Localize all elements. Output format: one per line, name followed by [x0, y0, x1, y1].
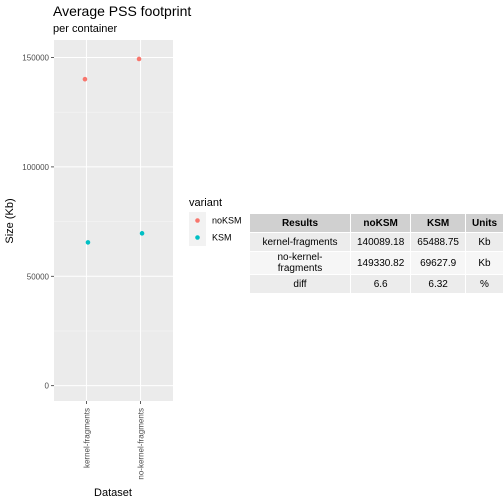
- grid-lines: [54, 40, 173, 401]
- legend-key-point: [195, 218, 200, 223]
- table-cell: 65488.75: [411, 233, 465, 251]
- plot-panel: [54, 40, 173, 401]
- x-tick-label: kernel-fragments: [82, 408, 91, 468]
- x-axis-title: Dataset: [94, 487, 132, 499]
- data-point-KSM: [85, 240, 91, 245]
- table-cell: 6.32: [411, 275, 465, 293]
- table-cell: 149330.82: [351, 252, 411, 274]
- chart-subtitle: per container: [53, 23, 118, 35]
- y-tick-label: 150000: [22, 54, 49, 63]
- y-tick-label: 50000: [27, 272, 50, 281]
- table-cell: Kb: [466, 233, 503, 251]
- table-cell: no-kernel-fragments: [250, 252, 350, 274]
- table-cell: kernel-fragments: [250, 233, 350, 251]
- chart-title: Average PSS footprint: [53, 3, 191, 19]
- table-cell: 140089.18: [351, 233, 411, 251]
- table-body: kernel-fragments 140089.18 65488.75 Kb no-ke…: [250, 233, 503, 293]
- table-cell: 6.6: [351, 275, 411, 293]
- x-tick-label: no-kernel-fragments: [137, 408, 146, 480]
- table-cell: Kb: [466, 252, 503, 274]
- legend-label: KSM: [212, 233, 232, 243]
- data-point-KSM: [139, 231, 145, 236]
- table-header-row: Results noKSM KSM Units: [250, 214, 503, 232]
- data-point-noKSM: [136, 56, 142, 62]
- y-tick-label: 100000: [22, 163, 49, 172]
- y-tick-label: 0: [45, 382, 50, 391]
- legend-key-point: [195, 235, 200, 240]
- table-cell: %: [466, 275, 503, 293]
- data-points: [82, 56, 145, 245]
- legend: variant noKSM KSM: [189, 197, 242, 246]
- legend-title: variant: [189, 197, 222, 209]
- table-cell: 69627.9: [411, 252, 465, 274]
- table-row: no-kernel-fragments 149330.82 69627.9 Kb: [250, 252, 503, 274]
- table-row: diff 6.6 6.32%: [250, 275, 503, 293]
- table-header-cell: Units: [466, 214, 503, 232]
- y-axis-title: Size (Kb): [4, 198, 16, 243]
- table-header-cell: noKSM: [351, 214, 411, 232]
- y-axis-ticks: 0 50000 100000 150000: [22, 54, 54, 391]
- table-header-cell: Results: [250, 214, 350, 232]
- table-cell: diff: [250, 275, 350, 293]
- data-point-noKSM: [82, 76, 88, 82]
- results-table: Results noKSM KSM Units kernel-fragments 140…: [249, 213, 504, 294]
- x-axis-ticks: kernel-fragments no-kernel-fragments: [82, 401, 146, 480]
- table-header-cell: KSM: [411, 214, 465, 232]
- table-row: kernel-fragments 140089.18 65488.75 Kb: [250, 233, 503, 251]
- legend-label: noKSM: [212, 216, 242, 226]
